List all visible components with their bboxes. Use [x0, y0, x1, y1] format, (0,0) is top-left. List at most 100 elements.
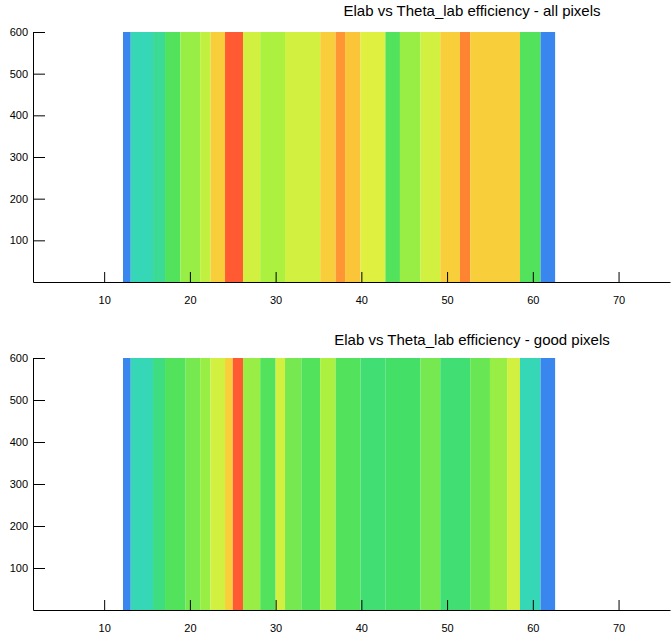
y-tick-label: 100: [10, 562, 28, 574]
x-tick-label: 50: [441, 622, 453, 634]
x-tick: 20: [184, 272, 196, 306]
cell: [276, 358, 285, 610]
y-axis: 100 200 300 400 500 600: [10, 352, 45, 610]
x-tick-label: 70: [613, 294, 625, 306]
x-axis-line: [34, 282, 671, 283]
y-tick: 300: [10, 151, 45, 163]
y-tick: 400: [10, 436, 45, 448]
x-tick: 20: [184, 600, 196, 634]
cell: [541, 32, 556, 282]
x-tick-label: 20: [184, 294, 196, 306]
cell: [470, 358, 490, 610]
cell: [210, 358, 225, 610]
cell: [243, 32, 260, 282]
cell: [320, 358, 335, 610]
cell: [440, 32, 460, 282]
x-tick-mark: [104, 600, 105, 610]
cell: [243, 358, 260, 610]
cell: [336, 358, 361, 610]
cell: [153, 32, 165, 282]
y-tick: 100: [10, 562, 45, 574]
cell: [421, 32, 441, 282]
cell: [361, 358, 386, 610]
y-tick-mark: [33, 115, 45, 116]
cells: [123, 32, 555, 282]
cell: [361, 32, 386, 282]
y-tick-label: 300: [10, 151, 28, 163]
x-tick: 30: [270, 600, 282, 634]
cell: [541, 358, 556, 610]
x-tick-label: 60: [527, 294, 539, 306]
y-tick-mark: [33, 358, 45, 359]
cell: [165, 358, 186, 610]
cell: [285, 32, 320, 282]
x-tick-mark: [104, 272, 105, 282]
cell: [460, 32, 470, 282]
cells: [123, 358, 555, 610]
x-tick-mark: [533, 272, 534, 282]
y-tick-mark: [33, 568, 45, 569]
cell: [345, 32, 360, 282]
y-tick-mark: [33, 484, 45, 485]
y-tick: 500: [10, 68, 45, 80]
cell: [131, 32, 153, 282]
y-tick-label: 400: [10, 436, 28, 448]
y-tick-label: 200: [10, 520, 28, 532]
cell: [400, 32, 421, 282]
y-tick-mark: [33, 74, 45, 75]
y-tick-mark: [33, 526, 45, 527]
x-tick-mark: [533, 600, 534, 610]
cell: [440, 358, 470, 610]
x-tick: 50: [441, 272, 453, 306]
y-tick: 400: [10, 109, 45, 121]
y-tick-label: 100: [10, 234, 28, 246]
x-tick-mark: [447, 272, 448, 282]
cell: [507, 358, 520, 610]
y-tick: 100: [10, 234, 45, 246]
x-tick-label: 40: [356, 294, 368, 306]
x-tick: 40: [356, 272, 368, 306]
panel: 10 20 30 40 50 60 70 100 200 300 400 500 600 Elab vs …: [10, 2, 671, 306]
title: Elab vs Theta_lab efficiency - all pixel…: [343, 2, 600, 19]
x-tick-label: 70: [613, 622, 625, 634]
title: Elab vs Theta_lab efficiency - good pixe…: [334, 331, 609, 348]
y-tick: 600: [10, 352, 45, 364]
cell: [260, 32, 285, 282]
x-tick-mark: [276, 600, 277, 610]
y-tick-mark: [33, 240, 45, 241]
x-tick-label: 20: [184, 622, 196, 634]
x-tick-label: 10: [99, 294, 111, 306]
cell: [123, 32, 131, 282]
cell: [225, 358, 233, 610]
y-tick-label: 600: [10, 352, 28, 364]
cell: [233, 358, 243, 610]
y-tick-mark: [33, 157, 45, 158]
cell: [301, 358, 320, 610]
x-tick-mark: [190, 272, 191, 282]
y-tick-label: 600: [10, 26, 28, 38]
x-tick-mark: [619, 272, 620, 282]
cell: [200, 358, 210, 610]
y-tick-label: 500: [10, 394, 28, 406]
x-tick: 60: [527, 600, 539, 634]
x-tick-label: 30: [270, 294, 282, 306]
x-axis: 10 20 30 40 50 60 70: [34, 272, 671, 306]
x-tick: 10: [99, 600, 111, 634]
cell: [320, 32, 335, 282]
y-tick-mark: [33, 199, 45, 200]
x-tick-label: 10: [99, 622, 111, 634]
cell: [385, 32, 400, 282]
y-axis: 100 200 300 400 500 600: [10, 26, 45, 282]
x-tick: 50: [441, 600, 453, 634]
y-tick-label: 300: [10, 478, 28, 490]
x-tick-mark: [447, 600, 448, 610]
y-tick-label: 200: [10, 193, 28, 205]
x-tick-label: 40: [356, 622, 368, 634]
y-tick: 300: [10, 478, 45, 490]
y-tick: 200: [10, 193, 45, 205]
x-tick-mark: [361, 272, 362, 282]
x-tick: 70: [613, 600, 625, 634]
cell: [520, 32, 541, 282]
cell: [186, 358, 201, 610]
cell: [520, 358, 541, 610]
